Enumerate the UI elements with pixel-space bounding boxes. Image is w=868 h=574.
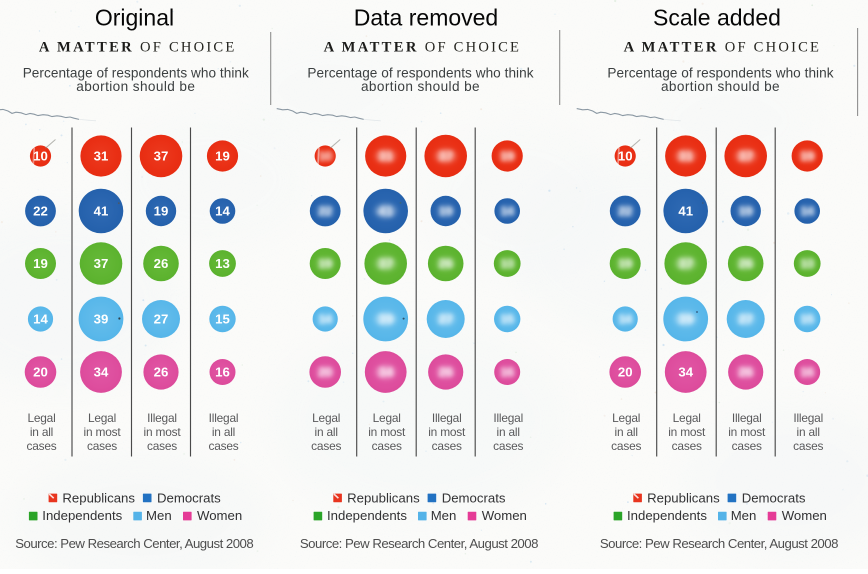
svg-text:cases: cases: [672, 439, 702, 453]
svg-text:20: 20: [618, 365, 633, 380]
svg-text:Illegal: Illegal: [732, 411, 762, 425]
svg-text:in all: in all: [797, 425, 820, 439]
svg-text:19: 19: [154, 204, 169, 219]
svg-text:A MATTER OF CHOICE: A MATTER OF CHOICE: [324, 40, 522, 56]
svg-text:cases: cases: [432, 439, 462, 453]
svg-text:Original: Original: [95, 5, 174, 31]
svg-text:Women: Women: [782, 508, 827, 523]
svg-text:A MATTER OF CHOICE: A MATTER OF CHOICE: [624, 40, 822, 56]
svg-text:37: 37: [154, 149, 169, 164]
svg-text:Illegal: Illegal: [147, 411, 177, 425]
svg-text:Data removed: Data removed: [354, 5, 498, 31]
svg-text:Republicans: Republicans: [62, 490, 135, 505]
svg-text:Men: Men: [146, 508, 172, 523]
svg-text:Legal: Legal: [27, 411, 55, 425]
svg-text:Scale added: Scale added: [653, 5, 781, 31]
svg-text:cases: cases: [611, 439, 641, 453]
svg-text:13: 13: [215, 256, 230, 271]
svg-text:cases: cases: [147, 439, 177, 453]
svg-text:Illegal: Illegal: [432, 411, 462, 425]
svg-text:15: 15: [215, 312, 230, 327]
svg-text:Democrats: Democrats: [442, 490, 506, 505]
svg-text:19: 19: [215, 149, 230, 164]
svg-text:37: 37: [94, 256, 109, 271]
svg-text:Percentage of respondents who: Percentage of respondents who think: [23, 65, 249, 80]
svg-text:in all: in all: [615, 425, 638, 439]
svg-text:abortion should be: abortion should be: [76, 79, 195, 94]
svg-text:cases: cases: [372, 439, 402, 453]
svg-text:cases: cases: [311, 439, 341, 453]
svg-text:Women: Women: [197, 508, 242, 523]
svg-text:in all: in all: [30, 425, 53, 439]
svg-text:in all: in all: [212, 425, 235, 439]
svg-text:34: 34: [94, 365, 109, 380]
svg-text:27: 27: [154, 312, 169, 327]
svg-text:Democrats: Democrats: [157, 490, 221, 505]
svg-text:Men: Men: [731, 508, 757, 523]
svg-text:Democrats: Democrats: [742, 490, 806, 505]
svg-text:cases: cases: [493, 439, 523, 453]
svg-text:cases: cases: [26, 439, 56, 453]
svg-text:31: 31: [94, 149, 109, 164]
svg-text:Independents: Independents: [627, 508, 707, 523]
svg-text:Legal: Legal: [312, 411, 340, 425]
svg-text:in most: in most: [428, 425, 466, 439]
svg-text:22: 22: [33, 204, 48, 219]
svg-text:41: 41: [678, 204, 693, 219]
svg-text:in most: in most: [84, 425, 122, 439]
svg-text:Legal: Legal: [612, 411, 640, 425]
svg-text:cases: cases: [793, 439, 823, 453]
svg-text:20: 20: [33, 365, 48, 380]
svg-text:Illegal: Illegal: [793, 411, 823, 425]
svg-text:Source: Pew Research Center, A: Source: Pew Research Center, August 2008: [15, 536, 253, 551]
svg-text:Women: Women: [482, 508, 527, 523]
svg-text:Percentage of respondents who: Percentage of respondents who think: [307, 65, 533, 80]
svg-text:39: 39: [94, 312, 109, 327]
svg-text:Republicans: Republicans: [647, 490, 720, 505]
svg-text:16: 16: [215, 365, 230, 380]
svg-text:abortion should be: abortion should be: [361, 79, 480, 94]
svg-text:Legal: Legal: [88, 411, 116, 425]
svg-text:26: 26: [154, 256, 169, 271]
svg-text:cases: cases: [87, 439, 117, 453]
svg-text:Independents: Independents: [42, 508, 122, 523]
svg-text:A MATTER OF CHOICE: A MATTER OF CHOICE: [39, 40, 237, 56]
svg-text:41: 41: [94, 204, 109, 219]
svg-text:in all: in all: [497, 425, 520, 439]
svg-text:in most: in most: [368, 425, 406, 439]
svg-text:Illegal: Illegal: [209, 411, 239, 425]
svg-text:Independents: Independents: [327, 508, 407, 523]
svg-text:Source: Pew Research Center, A: Source: Pew Research Center, August 2008: [300, 536, 538, 551]
svg-text:Legal: Legal: [673, 411, 701, 425]
svg-text:19: 19: [33, 256, 48, 271]
svg-text:26: 26: [154, 365, 169, 380]
svg-text:10: 10: [618, 149, 633, 164]
svg-text:cases: cases: [732, 439, 762, 453]
svg-text:Percentage of respondents who: Percentage of respondents who think: [607, 65, 833, 80]
svg-text:cases: cases: [208, 439, 238, 453]
svg-text:10: 10: [33, 149, 48, 164]
svg-text:34: 34: [678, 365, 693, 380]
svg-text:in most: in most: [728, 425, 766, 439]
svg-text:abortion should be: abortion should be: [661, 79, 780, 94]
svg-text:in all: in all: [315, 425, 338, 439]
svg-text:14: 14: [33, 312, 48, 327]
svg-text:Source: Pew Research Center, A: Source: Pew Research Center, August 2008: [600, 536, 838, 551]
svg-text:in most: in most: [668, 425, 706, 439]
svg-text:Illegal: Illegal: [493, 411, 523, 425]
svg-text:Men: Men: [431, 508, 457, 523]
svg-text:Republicans: Republicans: [347, 490, 420, 505]
svg-text:14: 14: [215, 204, 230, 219]
svg-text:in most: in most: [144, 425, 182, 439]
svg-text:Legal: Legal: [373, 411, 401, 425]
